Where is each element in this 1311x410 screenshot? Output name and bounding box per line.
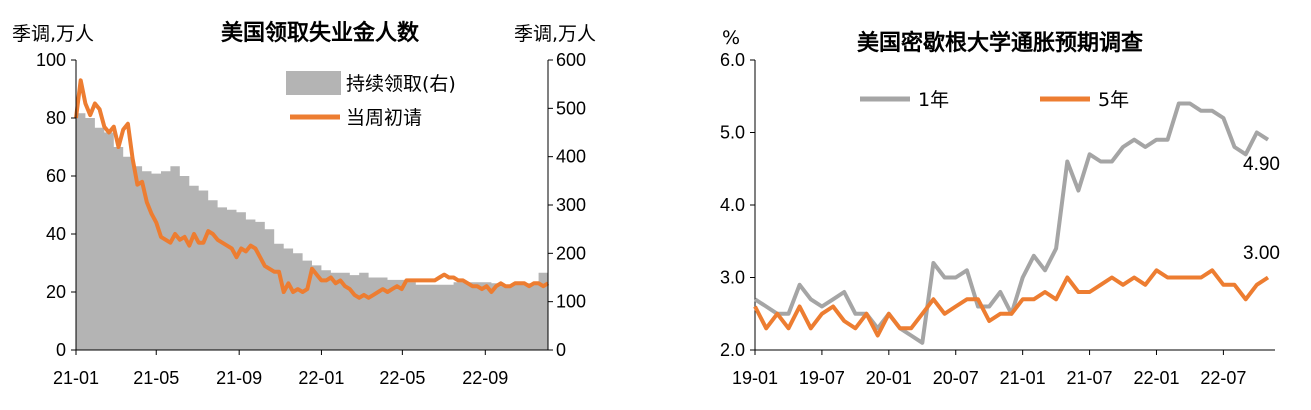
michigan-x-tick-label: 21-01 (1000, 368, 1046, 388)
claims-right-tick-label: 100 (556, 292, 586, 312)
claims-right-tick-label: 300 (556, 195, 586, 215)
claims-x-tick-label: 22-01 (298, 368, 344, 388)
claims-right-tick-label: 200 (556, 243, 586, 263)
claims-x-tick-label: 21-09 (216, 368, 262, 388)
legend-label-initial-claims: 当周初请 (346, 107, 422, 129)
claims-left-tick-label: 20 (46, 282, 66, 302)
claims-x-tick-label: 22-05 (379, 368, 425, 388)
claims-x-tick-label: 21-05 (133, 368, 179, 388)
continuing-claims-area (76, 113, 548, 350)
claims-right-tick-label: 600 (556, 50, 586, 70)
claims-left-tick-label: 60 (46, 166, 66, 186)
legend-label-1y: 1年 (918, 89, 949, 111)
claims-axes: 0 20 40 60 80 100 0 100 200 300 400 500 600 21-01 21-0… (36, 50, 586, 388)
michigan-x-tick-label: 19-01 (732, 368, 778, 388)
claims-plot-area (74, 78, 550, 350)
legend-swatch-continuing-claims (286, 71, 341, 95)
michigan-legend: 1年 5年 (860, 89, 1129, 111)
michigan-y-tick-label: 3.0 (720, 268, 745, 288)
michigan-y-tick-label: 5.0 (720, 123, 745, 143)
michigan-x-tick-label: 21-07 (1067, 368, 1113, 388)
claims-left-tick-label: 100 (36, 50, 66, 70)
michigan-y-tick-label: 6.0 (720, 50, 745, 70)
claims-right-tick-label: 400 (556, 147, 586, 167)
claims-chart-title: 美国领取失业金人数 (221, 20, 420, 46)
michigan-5y-line (753, 268, 1270, 338)
michigan-x-tick-label: 22-01 (1133, 368, 1179, 388)
initial-claims-line (74, 78, 550, 300)
michigan-chart: 美国密歇根大学通胀预期调查 % 2.0 3.0 4.0 5.0 6.0 19-01 19-0… (720, 27, 1280, 388)
michigan-x-tick-label: 19-07 (799, 368, 845, 388)
claims-chart: 美国领取失业金人数 季调,万人 季调,万人 0 20 40 60 80 100 0 100 20… (12, 20, 596, 388)
claims-right-tick-label: 500 (556, 98, 586, 118)
michigan-chart-title: 美国密歇根大学通胀预期调查 (857, 30, 1143, 56)
claims-left-tick-label: 80 (46, 108, 66, 128)
claims-x-tick-label: 21-01 (53, 368, 99, 388)
claims-left-tick-label: 40 (46, 224, 66, 244)
michigan-axes: 2.0 3.0 4.0 5.0 6.0 19-01 19-07 20-01 20-07 21-01… (720, 50, 1275, 388)
michigan-x-tick-label: 22-07 (1200, 368, 1246, 388)
legend-label-5y: 5年 (1098, 89, 1129, 111)
claims-right-unit: 季调,万人 (514, 23, 596, 45)
legend-label-continuing-claims: 持续领取(右) (346, 73, 456, 95)
claims-right-tick-label: 0 (556, 340, 566, 360)
michigan-y-tick-label: 2.0 (720, 340, 745, 360)
claims-left-unit: 季调,万人 (12, 23, 94, 45)
michigan-plot-area (753, 101, 1270, 345)
claims-left-tick-label: 0 (56, 340, 66, 360)
michigan-unit: % (722, 27, 740, 49)
end-label-1y: 4.90 (1243, 154, 1280, 175)
michigan-x-tick-label: 20-07 (933, 368, 979, 388)
michigan-y-tick-label: 4.0 (720, 195, 745, 215)
michigan-x-tick-label: 20-01 (866, 368, 912, 388)
claims-x-tick-label: 22-09 (462, 368, 508, 388)
claims-legend: 持续领取(右) 当周初请 (286, 71, 456, 129)
end-label-5y: 3.00 (1243, 243, 1280, 264)
